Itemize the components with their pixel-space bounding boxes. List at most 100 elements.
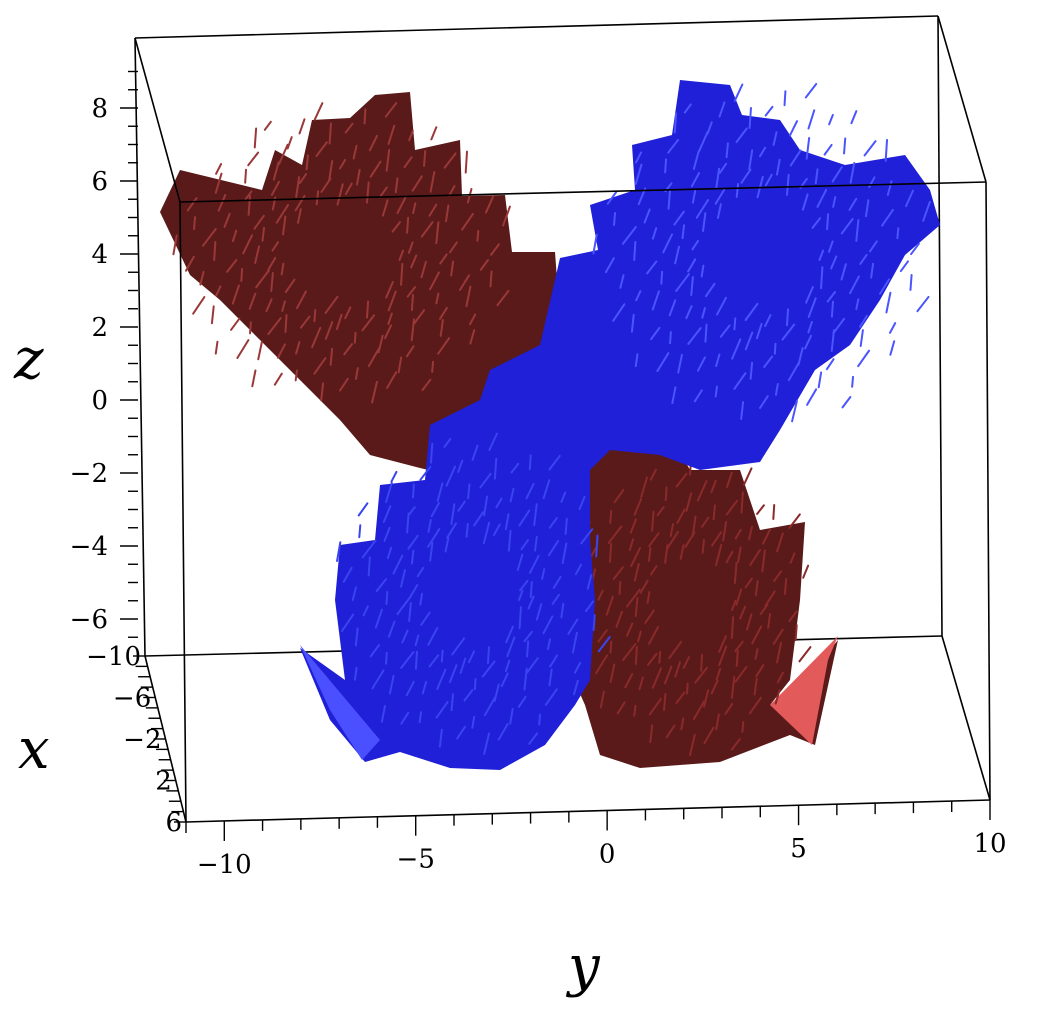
red-surface-spike xyxy=(730,675,736,699)
red-surface-spike xyxy=(412,202,417,215)
red-surface-spike xyxy=(406,286,417,298)
blue-surface-spike xyxy=(516,553,524,572)
red-surface-spike xyxy=(663,665,673,685)
red-surface-spike xyxy=(668,640,683,659)
red-surface-spike xyxy=(226,258,238,273)
red-surface-spike xyxy=(284,278,296,293)
blue-surface-spike xyxy=(573,661,582,674)
blue-surface-spike xyxy=(552,575,562,589)
blue-surface-spike xyxy=(783,90,787,107)
red-surface-spike xyxy=(715,667,722,681)
blue-surface-spike xyxy=(548,517,558,529)
red-surface-spike xyxy=(281,300,286,312)
red-surface-spike xyxy=(675,691,686,704)
blue-surface-spike xyxy=(457,500,466,512)
blue-surface-spike xyxy=(357,502,369,517)
red-surface-spike xyxy=(354,367,359,380)
red-surface-spike xyxy=(608,542,613,563)
red-surface-spike xyxy=(633,562,640,582)
blue-surface-spike xyxy=(560,602,565,619)
red-surface-spike xyxy=(344,122,354,134)
blue-surface-spike xyxy=(367,556,371,577)
blue-surface-spike xyxy=(818,249,825,261)
red-surface-spike xyxy=(680,717,685,731)
red-surface-spike xyxy=(776,532,784,553)
x-axis-ticks: −10 −6 −2 2 6 xyxy=(86,642,186,838)
blue-surface-spike xyxy=(674,245,681,265)
blue-surface-spike xyxy=(418,711,423,724)
blue-surface-spike xyxy=(704,323,708,343)
blue-surface-spike xyxy=(486,646,491,665)
red-surface-spike xyxy=(324,321,334,340)
blue-surface-spike xyxy=(733,372,747,390)
red-surface-spike xyxy=(633,497,643,516)
red-surface-spike xyxy=(674,661,681,678)
red-surface-spike xyxy=(240,267,244,282)
blue-surface-spike xyxy=(716,296,728,316)
red-surface-spike xyxy=(294,369,298,382)
red-surface-spike xyxy=(740,491,744,514)
blue-surface-spike xyxy=(467,483,471,500)
blue-surface-spike xyxy=(387,620,396,638)
z-tick-label: −6 xyxy=(70,605,108,635)
blue-surface-spike xyxy=(613,212,617,226)
red-surface-spike xyxy=(385,281,394,299)
blue-surface-spike xyxy=(592,233,598,255)
blue-surface-spike xyxy=(826,213,830,231)
blue-surface-spike xyxy=(660,270,664,285)
red-surface-spike xyxy=(379,186,388,198)
blue-surface-spike xyxy=(831,166,843,183)
red-surface-spike xyxy=(429,171,436,193)
red-surface-spike xyxy=(730,738,741,751)
blue-surface-spike xyxy=(850,110,858,125)
blue-surface-spike xyxy=(735,127,748,144)
z-tick-label: 8 xyxy=(91,94,108,124)
red-surface-spike xyxy=(405,345,415,358)
red-surface-spike xyxy=(328,160,334,181)
red-surface-spike xyxy=(394,177,399,194)
red-surface-spike xyxy=(313,102,324,121)
blue-surface-spike xyxy=(400,651,415,669)
red-surface-spike xyxy=(255,269,270,289)
blue-surface-spike xyxy=(435,701,449,719)
blue-surface-spike xyxy=(716,203,722,219)
blue-surface-spike xyxy=(519,579,529,592)
blue-surface-spike xyxy=(444,536,450,553)
blue-surface-spike xyxy=(409,584,419,599)
red-surface-spike xyxy=(605,595,614,616)
red-surface-spike xyxy=(749,549,762,567)
blue-surface-spike xyxy=(429,541,434,562)
blue-surface-spike xyxy=(390,470,398,483)
red-surface-spike xyxy=(230,317,241,331)
blue-surface-spike xyxy=(714,188,726,205)
red-surface-spike xyxy=(420,221,434,238)
blue-surface-spike xyxy=(719,324,731,338)
red-surface-spike xyxy=(637,630,642,643)
red-surface-spike xyxy=(651,510,655,532)
red-surface-spike xyxy=(794,624,798,642)
blue-surface-spike xyxy=(416,566,425,578)
red-surface-spike xyxy=(629,518,637,534)
red-surface-spike xyxy=(282,215,287,236)
blue-surface-spike xyxy=(899,260,909,273)
blue-surface-spike xyxy=(781,323,796,341)
red-surface-spike xyxy=(231,229,238,243)
red-surface-spike xyxy=(272,161,280,181)
red-surface-spike xyxy=(371,380,378,404)
red-surface-spike xyxy=(691,515,697,538)
blue-surface-spike xyxy=(534,535,538,552)
blue-surface-spike xyxy=(650,326,661,341)
red-surface-spike xyxy=(710,679,719,695)
blue-surface-spike xyxy=(896,227,900,240)
red-surface-spike xyxy=(737,546,742,564)
red-surface-spike xyxy=(622,643,637,661)
red-surface-spike xyxy=(675,472,688,488)
red-surface-spike xyxy=(276,343,286,359)
red-surface-spike xyxy=(761,549,766,573)
red-surface-spike xyxy=(756,504,765,515)
red-surface-spike xyxy=(644,609,655,624)
blue-surface-spike xyxy=(759,146,767,158)
blue-surface-spike xyxy=(571,631,578,654)
red-surface-spike xyxy=(734,640,744,653)
red-surface-spike xyxy=(689,733,696,757)
